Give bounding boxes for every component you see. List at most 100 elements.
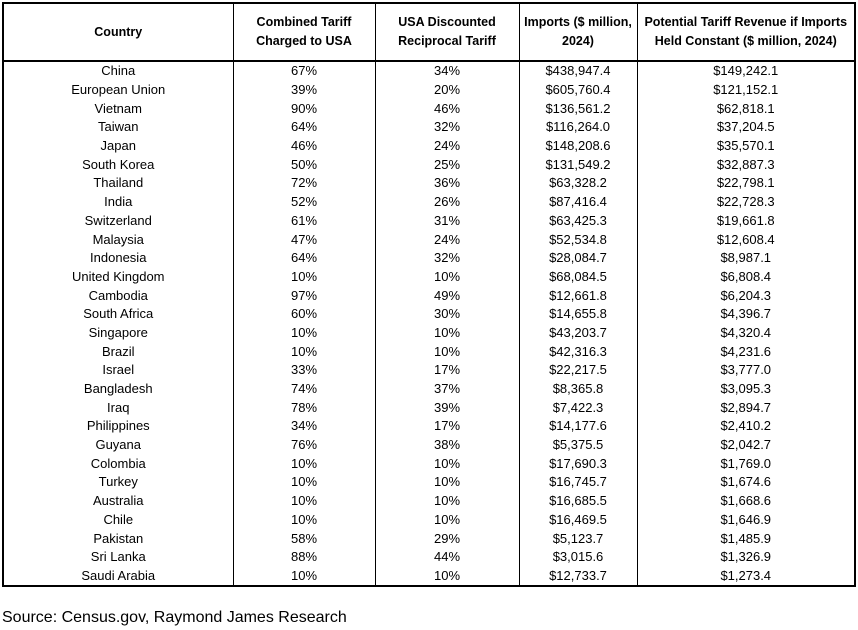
table-cell: Sri Lanka [2,547,233,567]
table-row: Sri Lanka 88% 44% $3,015.6 $1,326.9 [2,547,855,567]
source-note: Source: Census.gov, Raymond James Resear… [2,609,347,626]
table-cell: 30% [374,304,519,324]
header-row: Country Combined Tariff Charged to USA USA … [2,3,855,62]
header-line: Imports ($ million, [524,15,632,29]
header-line: Country [94,24,143,39]
table-cell: $438,947.4 [518,61,637,81]
table-cell: Colombia [2,454,233,474]
table-cell: $63,328.2 [518,174,637,193]
table-cell: $6,204.3 [636,286,855,305]
table-row: Turkey 10% 10% $16,745.7 $1,674.6 [2,473,855,492]
table-cell: 10% [232,566,375,587]
table-cell: $22,728.3 [636,192,855,212]
table-cell: Malaysia [2,230,233,249]
table-row: India 52% 26% $87,416.4 $22,728.3 [2,192,855,212]
table-cell: $63,425.3 [518,211,637,231]
table-cell: 46% [232,136,375,156]
table-cell: $1,769.0 [636,454,855,474]
table-cell: 10% [374,454,519,474]
table-cell: $4,320.4 [636,323,855,343]
header-line: Combined Tariff [256,15,352,29]
table-cell: 10% [232,491,375,511]
table-row: Vietnam 90% 46% $136,561.2 $62,818.1 [2,99,855,119]
table-cell: 29% [374,529,519,548]
table-cell: 17% [374,417,519,436]
table-cell: $32,887.3 [636,155,855,175]
table-cell: 34% [374,61,519,81]
table-cell: $6,808.4 [636,267,855,287]
table-cell: $7,422.3 [518,398,637,418]
table-cell: 47% [232,230,375,249]
table-cell: 39% [232,80,375,100]
table-cell: 90% [232,99,375,119]
table-cell: 64% [232,118,375,137]
table-row: Cambodia 97% 49% $12,661.8 $6,204.3 [2,286,855,305]
table-cell: $4,231.6 [636,342,855,361]
table-cell: Turkey [2,473,233,492]
table-cell: Israel [2,361,233,380]
table-cell: $16,745.7 [518,473,637,492]
table-row: Indonesia 64% 32% $28,084.7 $8,987.1 [2,248,855,268]
table-cell: 76% [232,435,375,455]
table-cell: $68,084.5 [518,267,637,287]
table-cell: $2,894.7 [636,398,855,418]
table-cell: $136,561.2 [518,99,637,119]
table-cell: $3,015.6 [518,547,637,567]
table-cell: $42,316.3 [518,342,637,361]
table-cell: 31% [374,211,519,231]
table-row: Guyana 76% 38% $5,375.5 $2,042.7 [2,435,855,455]
table-row: China 67% 34% $438,947.4 $149,242.1 [2,61,855,81]
table-cell: Pakistan [2,529,233,548]
table-cell: 10% [232,342,375,361]
table-cell: $12,608.4 [636,230,855,249]
table-row: Colombia 10% 10% $17,690.3 $1,769.0 [2,454,855,474]
table-cell: $1,674.6 [636,473,855,492]
table-cell: $1,668.6 [636,491,855,511]
table-cell: 52% [232,192,375,212]
table-cell: $28,084.7 [518,248,637,268]
table-cell: 39% [374,398,519,418]
header-line: Charged to USA [256,34,352,48]
table-cell: 32% [374,248,519,268]
table-cell: 33% [232,361,375,380]
table-cell: 10% [232,323,375,343]
table-cell: Bangladesh [2,379,233,399]
table-cell: Thailand [2,174,233,193]
table-cell: 58% [232,529,375,548]
table-row: Saudi Arabia 10% 10% $12,733.7 $1,273.4 [2,566,855,587]
column-header: USA Discounted Reciprocal Tariff [374,3,519,62]
table-cell: 74% [232,379,375,399]
table-cell: South Africa [2,304,233,324]
table-cell: Indonesia [2,248,233,268]
table-cell: 10% [374,566,519,587]
table-cell: 88% [232,547,375,567]
table-body: China 67% 34% $438,947.4 $149,242.1 European … [2,61,855,587]
table-cell: $37,204.5 [636,118,855,137]
table-cell: Cambodia [2,286,233,305]
table-row: Taiwan 64% 32% $116,264.0 $37,204.5 [2,118,855,137]
table-cell: $5,123.7 [518,529,637,548]
table-cell: 44% [374,547,519,567]
table-cell: $1,646.9 [636,510,855,530]
table-cell: Chile [2,510,233,530]
table-row: Australia 10% 10% $16,685.5 $1,668.6 [2,491,855,511]
table-row: Malaysia 47% 24% $52,534.8 $12,608.4 [2,230,855,249]
table-cell: 24% [374,136,519,156]
table-cell: Vietnam [2,99,233,119]
table-cell: $2,042.7 [636,435,855,455]
table-cell: $3,777.0 [636,361,855,380]
table-cell: 32% [374,118,519,137]
table-row: Pakistan 58% 29% $5,123.7 $1,485.9 [2,529,855,548]
table-cell: 10% [374,491,519,511]
table-cell: 38% [374,435,519,455]
table-cell: Guyana [2,435,233,455]
table-cell: 49% [374,286,519,305]
table-cell: $14,655.8 [518,304,637,324]
column-header: Combined Tariff Charged to USA [232,3,375,62]
table-cell: $1,273.4 [636,566,855,587]
table-cell: 46% [374,99,519,119]
table-row: Japan 46% 24% $148,208.6 $35,570.1 [2,136,855,156]
table-cell: 10% [374,267,519,287]
table-cell: 10% [232,454,375,474]
table-cell: $16,685.5 [518,491,637,511]
